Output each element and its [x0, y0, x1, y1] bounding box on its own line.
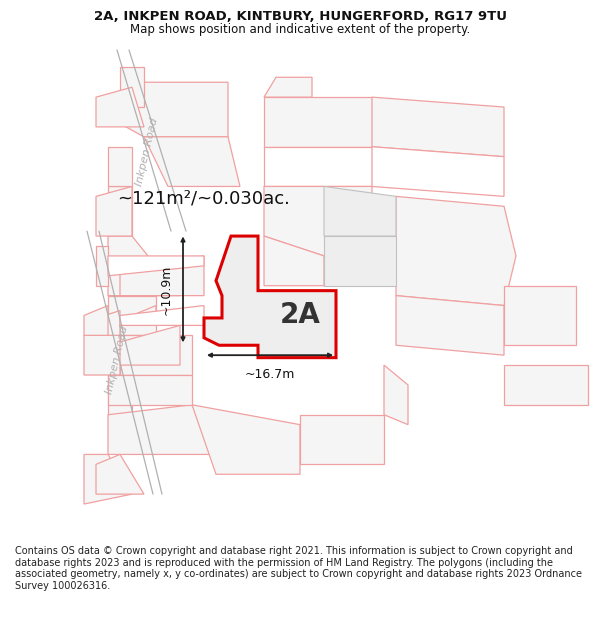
Text: ~16.7m: ~16.7m	[245, 368, 295, 381]
Polygon shape	[120, 256, 204, 296]
Polygon shape	[120, 336, 192, 375]
Polygon shape	[264, 186, 372, 256]
Polygon shape	[264, 97, 372, 147]
Text: ~10.9m: ~10.9m	[160, 264, 173, 315]
Polygon shape	[396, 296, 504, 355]
Polygon shape	[108, 236, 180, 296]
Polygon shape	[264, 147, 372, 186]
Polygon shape	[84, 326, 120, 375]
Polygon shape	[264, 236, 324, 286]
Polygon shape	[504, 365, 588, 405]
Polygon shape	[96, 454, 144, 494]
Polygon shape	[324, 186, 396, 236]
Text: Inkpen Road: Inkpen Road	[134, 117, 160, 187]
Polygon shape	[372, 97, 504, 157]
Polygon shape	[108, 375, 192, 405]
Polygon shape	[96, 186, 132, 236]
Text: Map shows position and indicative extent of the property.: Map shows position and indicative extent…	[130, 22, 470, 36]
Polygon shape	[192, 405, 300, 474]
Polygon shape	[108, 306, 156, 326]
Text: Contains OS data © Crown copyright and database right 2021. This information is : Contains OS data © Crown copyright and d…	[15, 546, 582, 591]
Polygon shape	[108, 296, 156, 336]
Polygon shape	[264, 78, 312, 97]
Text: 2A, INKPEN ROAD, KINTBURY, HUNGERFORD, RG17 9TU: 2A, INKPEN ROAD, KINTBURY, HUNGERFORD, R…	[94, 11, 506, 24]
Polygon shape	[90, 311, 120, 336]
Polygon shape	[300, 415, 384, 464]
Polygon shape	[384, 365, 408, 424]
Polygon shape	[84, 454, 132, 504]
Polygon shape	[120, 306, 204, 326]
Polygon shape	[396, 196, 516, 306]
Text: Inkpen Road: Inkpen Road	[104, 325, 130, 395]
Polygon shape	[108, 186, 132, 236]
Polygon shape	[108, 256, 204, 276]
Polygon shape	[108, 375, 132, 415]
Polygon shape	[84, 306, 108, 336]
Polygon shape	[108, 326, 180, 365]
Polygon shape	[144, 137, 240, 186]
Polygon shape	[108, 147, 132, 186]
Polygon shape	[324, 236, 396, 286]
Polygon shape	[504, 286, 576, 345]
Polygon shape	[126, 82, 228, 137]
Polygon shape	[96, 246, 108, 286]
Polygon shape	[120, 68, 144, 107]
Polygon shape	[96, 88, 144, 127]
Polygon shape	[108, 405, 216, 454]
Polygon shape	[372, 147, 504, 196]
Polygon shape	[204, 236, 336, 358]
Text: 2A: 2A	[280, 301, 320, 329]
Text: ~121m²/~0.030ac.: ~121m²/~0.030ac.	[117, 190, 290, 208]
